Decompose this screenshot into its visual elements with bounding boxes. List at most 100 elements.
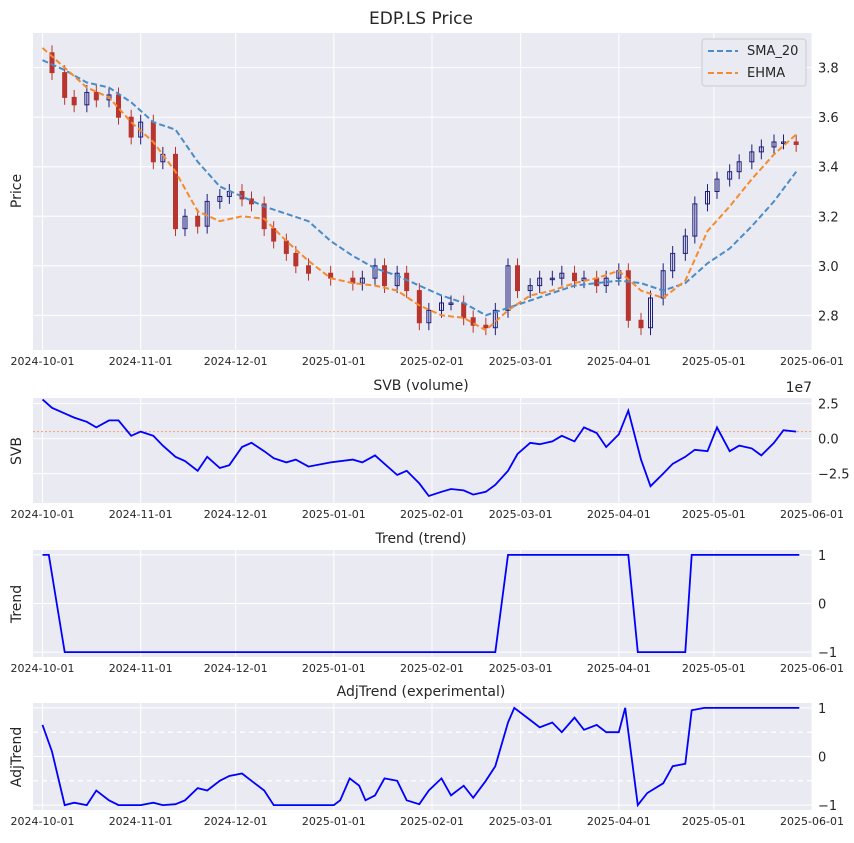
x-tick-label: 2025-01-01	[302, 508, 366, 521]
sma-line	[42, 59, 798, 317]
candle-body	[505, 265, 511, 311]
x-tick-label: 2025-04-01	[587, 662, 651, 675]
trend-panel: Trend (trend) 2024-10-01 2024-11-01 2024-1…	[9, 531, 844, 675]
candle-body	[128, 116, 134, 138]
legend-ehma-label: EHMA	[747, 66, 785, 81]
y-tick-label: 3.4	[818, 161, 839, 176]
price-series	[41, 45, 799, 336]
x-tick-label: 2025-04-01	[587, 355, 651, 368]
x-tick-label: 2024-12-01	[204, 815, 268, 828]
adjtrend-x-tick-labels: 2024-10-01 2024-11-01 2024-12-01 2025-01-01…	[11, 815, 844, 828]
adjtrend-panel: AdjTrend (experimental) 2024-10-01 2024-1…	[9, 684, 844, 828]
x-tick-label: 2024-10-01	[11, 815, 75, 828]
candle-body	[62, 72, 68, 98]
legend-sma-label: SMA_20	[747, 44, 798, 59]
trend-series	[42, 554, 800, 653]
candle-body	[714, 178, 720, 192]
candle-body	[470, 317, 476, 326]
x-tick-label: 2025-05-01	[682, 355, 746, 368]
candle-body	[416, 290, 422, 324]
candle-body	[271, 228, 277, 242]
x-tick-label: 2025-05-01	[682, 662, 746, 675]
y-tick-label: 2.8	[818, 309, 839, 324]
x-tick-label: 2025-02-01	[400, 508, 464, 521]
trend-y-tick-labels: 1 0 −1	[818, 549, 837, 661]
x-tick-label: 2025-01-01	[302, 662, 366, 675]
candle-body	[483, 324, 489, 329]
trend-line	[42, 554, 800, 653]
svb-y-tick-labels: 2.5 0.0 −2.5	[818, 398, 850, 483]
x-tick-label: 2024-10-01	[11, 508, 75, 521]
x-tick-label: 2024-12-01	[204, 508, 268, 521]
candle-body	[439, 302, 444, 311]
x-tick-label: 2024-11-01	[109, 815, 173, 828]
y-tick-label: 3.0	[818, 260, 839, 275]
candle-body	[515, 265, 520, 292]
candle-body	[84, 91, 90, 106]
price-y-tick-labels: 2.8 3.0 3.2 3.4 3.6 3.8	[818, 62, 839, 325]
x-tick-label: 2025-04-01	[587, 815, 651, 828]
y-tick-label: 2.5	[818, 398, 839, 413]
x-tick-label: 2024-12-01	[204, 662, 268, 675]
x-tick-label: 2024-11-01	[109, 662, 173, 675]
y-tick-label: 1	[818, 702, 826, 717]
x-tick-label: 2025-06-01	[780, 508, 844, 521]
candle-body	[195, 215, 201, 227]
candle-body	[404, 272, 410, 292]
candle-body	[382, 265, 387, 287]
x-tick-label: 2025-05-01	[682, 508, 746, 521]
x-tick-label: 2024-11-01	[109, 508, 173, 521]
candle-body	[736, 161, 742, 173]
adjtrend-ylabel: AdjTrend	[9, 727, 25, 787]
candle-body	[670, 252, 676, 272]
candle-body	[771, 141, 777, 148]
y-tick-label: 0	[818, 598, 826, 613]
adjtrend-grid	[33, 703, 813, 810]
candle-body	[93, 91, 99, 101]
price-panel-title: EDP.LS Price	[369, 9, 473, 29]
candle-body	[660, 270, 666, 299]
candle-body	[461, 302, 467, 319]
x-tick-label: 2025-06-01	[780, 815, 844, 828]
candle-body	[682, 235, 688, 254]
adjtrend-y-tick-labels: 1 0 −1	[818, 702, 837, 814]
price-panel: EDP.LS Price 2024-10-01 2024-11-01 2024-12…	[9, 9, 844, 368]
svb-offset-label: 1e7	[786, 380, 812, 396]
adjtrend-series	[41, 706, 800, 808]
candle-body	[359, 277, 365, 284]
x-tick-label: 2024-10-01	[11, 662, 75, 675]
x-tick-label: 2024-10-01	[11, 355, 75, 368]
candle-body	[261, 203, 267, 230]
adjtrend-panel-title: AdjTrend (experimental)	[337, 684, 506, 700]
x-tick-label: 2025-06-01	[780, 355, 844, 368]
candle-body	[749, 151, 755, 163]
candle-body	[217, 195, 223, 202]
trend-x-tick-labels: 2024-10-01 2024-11-01 2024-12-01 2025-01-01…	[11, 662, 844, 675]
candle-body	[182, 215, 188, 230]
y-tick-label: −1	[818, 646, 837, 661]
y-tick-label: 3.6	[818, 111, 839, 126]
candle-body	[306, 265, 311, 274]
price-legend: SMA_20 EHMA	[701, 38, 807, 87]
candle-body	[781, 141, 786, 144]
x-tick-label: 2025-03-01	[489, 508, 553, 521]
candle-body	[293, 252, 299, 267]
x-tick-label: 2025-03-01	[489, 662, 553, 675]
ehma-line	[41, 47, 797, 332]
y-tick-label: −2.5	[818, 468, 850, 483]
candle-body	[559, 272, 565, 279]
candle-body	[448, 302, 454, 305]
candle-body	[394, 272, 400, 287]
trend-panel-title: Trend (trend)	[375, 531, 467, 547]
candle-body	[793, 141, 799, 145]
candle-body	[372, 265, 378, 279]
svb-panel: SVB (volume) 1e7 2024-10-01 2024-11-01 202…	[9, 378, 850, 521]
x-tick-label: 2025-03-01	[489, 355, 553, 368]
candle-body	[692, 203, 698, 237]
price-x-tick-labels: 2024-10-01 2024-11-01 2024-12-01 2025-01-01…	[11, 355, 844, 368]
candle-body	[549, 277, 555, 281]
x-tick-label: 2025-03-01	[489, 815, 553, 828]
svb-grid	[33, 398, 813, 503]
y-tick-label: 1	[818, 549, 826, 564]
